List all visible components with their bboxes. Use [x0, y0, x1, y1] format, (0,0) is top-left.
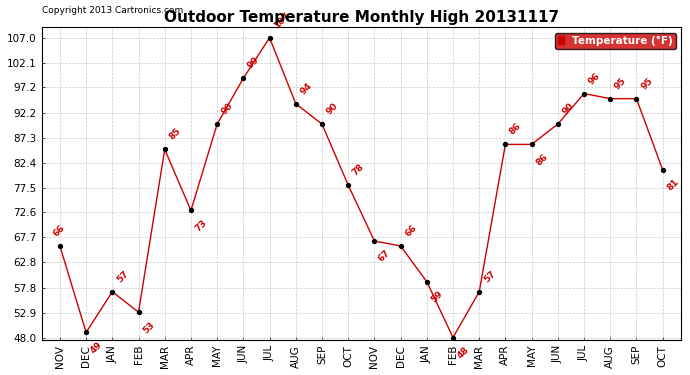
- Text: 86: 86: [534, 152, 549, 167]
- Text: 59: 59: [429, 289, 445, 304]
- Text: 48: 48: [455, 345, 471, 360]
- Text: 57: 57: [115, 269, 130, 284]
- Point: [604, 96, 615, 102]
- Point: [107, 289, 118, 295]
- Point: [448, 334, 459, 340]
- Legend: Temperature (°F): Temperature (°F): [555, 33, 676, 49]
- Point: [631, 96, 642, 102]
- Point: [552, 121, 563, 127]
- Text: 67: 67: [377, 249, 393, 264]
- Point: [500, 141, 511, 147]
- Text: 57: 57: [482, 269, 497, 284]
- Point: [422, 279, 433, 285]
- Point: [526, 141, 537, 147]
- Text: 73: 73: [194, 218, 209, 233]
- Point: [238, 75, 249, 81]
- Text: 81: 81: [665, 177, 680, 193]
- Point: [159, 147, 170, 153]
- Text: 107: 107: [272, 10, 292, 30]
- Point: [290, 101, 302, 107]
- Text: 78: 78: [351, 162, 366, 177]
- Point: [343, 182, 354, 188]
- Point: [474, 289, 485, 295]
- Point: [55, 243, 66, 249]
- Point: [578, 91, 589, 97]
- Text: 49: 49: [89, 340, 104, 356]
- Text: 95: 95: [613, 76, 628, 91]
- Point: [81, 330, 92, 336]
- Text: 99: 99: [246, 56, 262, 71]
- Text: 90: 90: [219, 101, 235, 117]
- Text: 66: 66: [403, 223, 418, 238]
- Point: [212, 121, 223, 127]
- Text: 53: 53: [141, 320, 157, 335]
- Point: [264, 34, 275, 40]
- Text: 95: 95: [639, 76, 654, 91]
- Title: Outdoor Temperature Monthly High 20131117: Outdoor Temperature Monthly High 2013111…: [164, 10, 559, 25]
- Text: 86: 86: [508, 122, 523, 137]
- Point: [186, 207, 197, 213]
- Point: [317, 121, 328, 127]
- Text: 90: 90: [560, 101, 575, 117]
- Text: 94: 94: [298, 81, 314, 96]
- Point: [657, 167, 668, 173]
- Text: 90: 90: [324, 101, 339, 117]
- Point: [133, 309, 144, 315]
- Point: [395, 243, 406, 249]
- Point: [369, 238, 380, 244]
- Text: 85: 85: [168, 127, 183, 142]
- Text: 96: 96: [586, 70, 602, 86]
- Text: 66: 66: [52, 223, 67, 238]
- Text: Copyright 2013 Cartronics.com: Copyright 2013 Cartronics.com: [41, 6, 183, 15]
